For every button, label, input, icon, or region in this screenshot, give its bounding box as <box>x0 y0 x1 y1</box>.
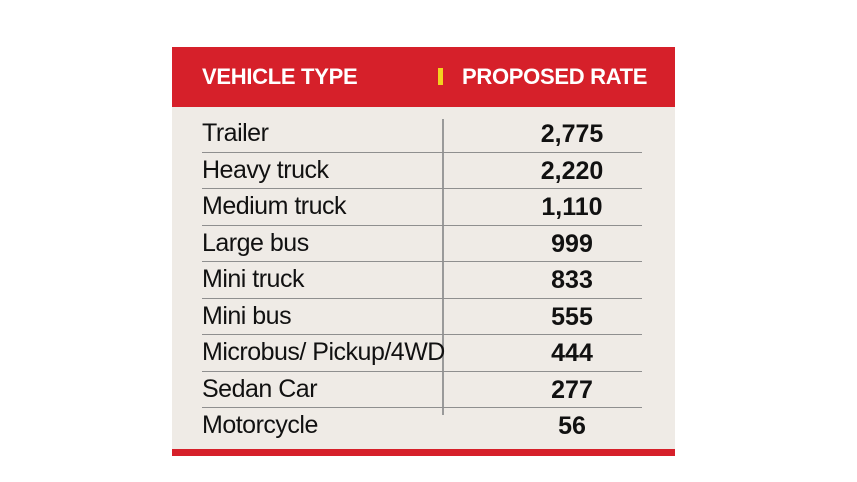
table-header: VEHICLE TYPE PROPOSED RATE <box>172 47 675 107</box>
table-row: Large bus 999 <box>202 226 642 262</box>
header-separator <box>438 68 443 85</box>
header-vehicle-type: VEHICLE TYPE <box>202 64 358 89</box>
rate-cell: 277 <box>551 375 593 404</box>
vehicle-type-cell: Mini truck <box>202 265 304 293</box>
table-row: Mini truck 833 <box>202 262 642 299</box>
table-body: Trailer 2,775 Heavy truck 2,220 Medium t… <box>202 116 642 445</box>
vehicle-type-cell: Large bus <box>202 228 309 257</box>
column-divider <box>442 119 444 415</box>
vehicle-type-cell: Medium truck <box>202 192 347 220</box>
vehicle-type-cell: Mini bus <box>202 301 292 330</box>
rate-cell: 555 <box>551 302 593 331</box>
rate-cell: 1,110 <box>541 193 603 221</box>
vehicle-type-cell: Microbus/ Pickup/4WD <box>202 338 445 366</box>
rate-cell: 833 <box>551 266 593 294</box>
rate-cell: 56 <box>558 412 586 440</box>
rate-cell: 2,220 <box>540 156 604 185</box>
table-row: Sedan Car 277 <box>202 372 642 408</box>
table-row: Microbus/ Pickup/4WD 444 <box>202 335 642 372</box>
vehicle-type-cell: Motorcycle <box>202 411 318 439</box>
vehicle-type-cell: Heavy truck <box>202 155 329 184</box>
table-row: Mini bus 555 <box>202 299 642 335</box>
rate-cell: 2,775 <box>540 120 604 148</box>
table-row: Motorcycle 56 <box>202 408 642 445</box>
table-row: Heavy truck 2,220 <box>202 153 642 189</box>
table-row: Medium truck 1,110 <box>202 189 642 226</box>
vehicle-type-cell: Trailer <box>202 119 269 147</box>
rate-cell: 999 <box>551 229 593 258</box>
table-row: Trailer 2,775 <box>202 116 642 153</box>
rate-table-card: VEHICLE TYPE PROPOSED RATE Trailer 2,775… <box>172 47 675 456</box>
header-proposed-rate: PROPOSED RATE <box>462 64 648 89</box>
rate-cell: 444 <box>551 339 593 367</box>
vehicle-type-cell: Sedan Car <box>202 374 318 403</box>
